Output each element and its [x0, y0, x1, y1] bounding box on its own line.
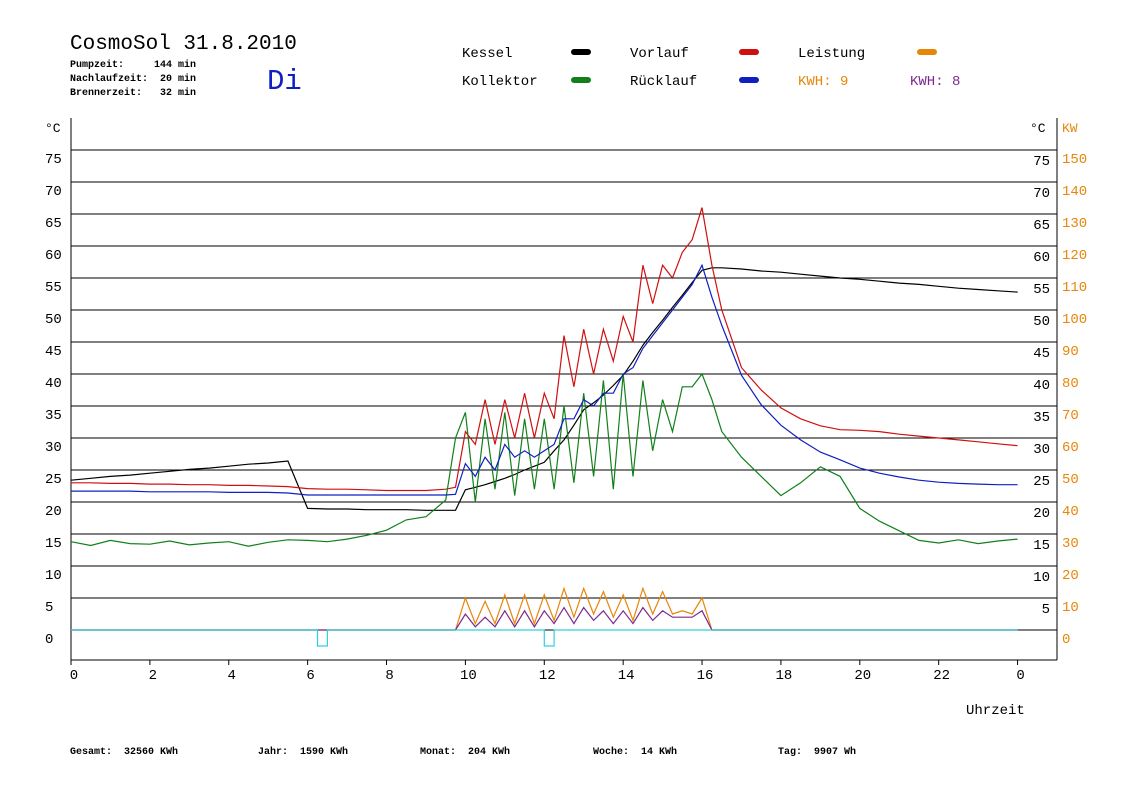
- y-tick-label: 40: [45, 376, 62, 392]
- y-tick-label: 0: [45, 632, 53, 648]
- y-tick-label: 70: [45, 184, 62, 200]
- x-tick-label: 20: [854, 668, 871, 684]
- y2-tick-label: 10: [1062, 600, 1079, 616]
- y-axis-label-right: °C: [1030, 121, 1046, 136]
- x-tick-label: 6: [306, 668, 314, 684]
- y-tick-label-right: 30: [1033, 442, 1050, 458]
- footer-text: Tag: 9907 Wh: [778, 746, 856, 758]
- y-tick-label: 45: [45, 344, 62, 360]
- y-tick-label-right: 20: [1033, 506, 1050, 522]
- y2-tick-label: 130: [1062, 216, 1087, 232]
- y-tick-label: 75: [45, 152, 62, 168]
- y2-tick-label: 30: [1062, 536, 1079, 552]
- legend-label: Leistung: [798, 46, 865, 62]
- legend-label: Kessel: [462, 46, 512, 62]
- annotation: KWH: 8: [910, 74, 960, 90]
- y-tick-label-right: 50: [1033, 314, 1050, 330]
- y2-tick-label: 40: [1062, 504, 1079, 520]
- x-tick-label: 16: [697, 668, 714, 684]
- weekday: Di: [267, 65, 302, 98]
- y-tick-label: 65: [45, 216, 62, 232]
- footer-text: Woche: 14 KWh: [593, 746, 677, 758]
- y-tick-label: 25: [45, 472, 62, 488]
- x-tick-label: 4: [228, 668, 236, 684]
- y-tick-label: 60: [45, 248, 62, 264]
- info-line: Pumpzeit: 144 min: [70, 59, 196, 71]
- y2-tick-label: 20: [1062, 568, 1079, 584]
- y-tick-label-right: 60: [1033, 250, 1050, 266]
- series-line: [70, 372, 1018, 547]
- x-tick-label: 0: [1016, 668, 1024, 684]
- y-tick-label-right: 10: [1033, 570, 1050, 586]
- y-tick-label: 30: [45, 440, 62, 456]
- y2-tick-label: 0: [1062, 632, 1070, 648]
- legend-label: Rücklauf: [630, 74, 697, 90]
- series-line: [71, 263, 1018, 496]
- x-tick-label: 0: [70, 668, 78, 684]
- y-tick-label: 55: [45, 280, 62, 296]
- x-tick-label: 22: [933, 668, 950, 684]
- y-tick-label-right: 35: [1033, 410, 1050, 426]
- y-tick-label-right: 65: [1033, 218, 1050, 234]
- chart-title: CosmoSol 31.8.2010: [70, 33, 297, 56]
- series-line: [70, 267, 1018, 511]
- y2-tick-label: 70: [1062, 408, 1079, 424]
- y-tick-label-right: 55: [1033, 282, 1050, 298]
- x-tick-label: 10: [460, 668, 477, 684]
- legend-label: Kollektor: [462, 74, 538, 90]
- y-tick-label-right: 5: [1042, 602, 1050, 618]
- x-tick-label: 8: [385, 668, 393, 684]
- y-tick-label: 15: [45, 536, 62, 552]
- x-tick-label: 18: [776, 668, 793, 684]
- info-line: Brennerzeit: 32 min: [70, 87, 196, 99]
- x-tick-label: 12: [539, 668, 556, 684]
- y-tick-label: 5: [45, 600, 53, 616]
- y2-axis-label: KW: [1062, 121, 1078, 136]
- y-tick-label-right: 25: [1033, 474, 1050, 490]
- y2-tick-label: 110: [1062, 280, 1087, 296]
- y-tick-label-right: 40: [1033, 378, 1050, 394]
- y2-tick-label: 140: [1062, 184, 1087, 200]
- y2-tick-label: 50: [1062, 472, 1079, 488]
- footer-text: Monat: 204 KWh: [420, 746, 510, 758]
- y-tick-label-right: 15: [1033, 538, 1050, 554]
- x-tick-label: 14: [618, 668, 635, 684]
- legend-label: Vorlauf: [630, 46, 689, 62]
- y-tick-label: 50: [45, 312, 62, 328]
- info-line: Nachlaufzeit: 20 min: [70, 73, 196, 85]
- y-tick-label: 10: [45, 568, 62, 584]
- annotation: KWH: 9: [798, 74, 848, 90]
- y-tick-label-right: 70: [1033, 186, 1050, 202]
- y2-tick-label: 120: [1062, 248, 1087, 264]
- y2-tick-label: 100: [1062, 312, 1087, 328]
- y2-tick-label: 90: [1062, 344, 1079, 360]
- y-axis-label: °C: [45, 121, 61, 136]
- x-tick-label: 2: [149, 668, 157, 684]
- x-axis-label: Uhrzeit: [966, 703, 1025, 719]
- footer-text: Jahr: 1590 KWh: [258, 746, 348, 758]
- y-tick-label: 35: [45, 408, 62, 424]
- y-tick-label: 20: [45, 504, 62, 520]
- y2-tick-label: 60: [1062, 440, 1079, 456]
- y2-tick-label: 150: [1062, 152, 1087, 168]
- y-tick-label-right: 45: [1033, 346, 1050, 362]
- series-line: [71, 629, 1018, 647]
- footer-text: Gesamt: 32560 KWh: [70, 746, 178, 758]
- y2-tick-label: 80: [1062, 376, 1079, 392]
- y-tick-label-right: 75: [1033, 154, 1050, 170]
- series-line: [71, 207, 1018, 492]
